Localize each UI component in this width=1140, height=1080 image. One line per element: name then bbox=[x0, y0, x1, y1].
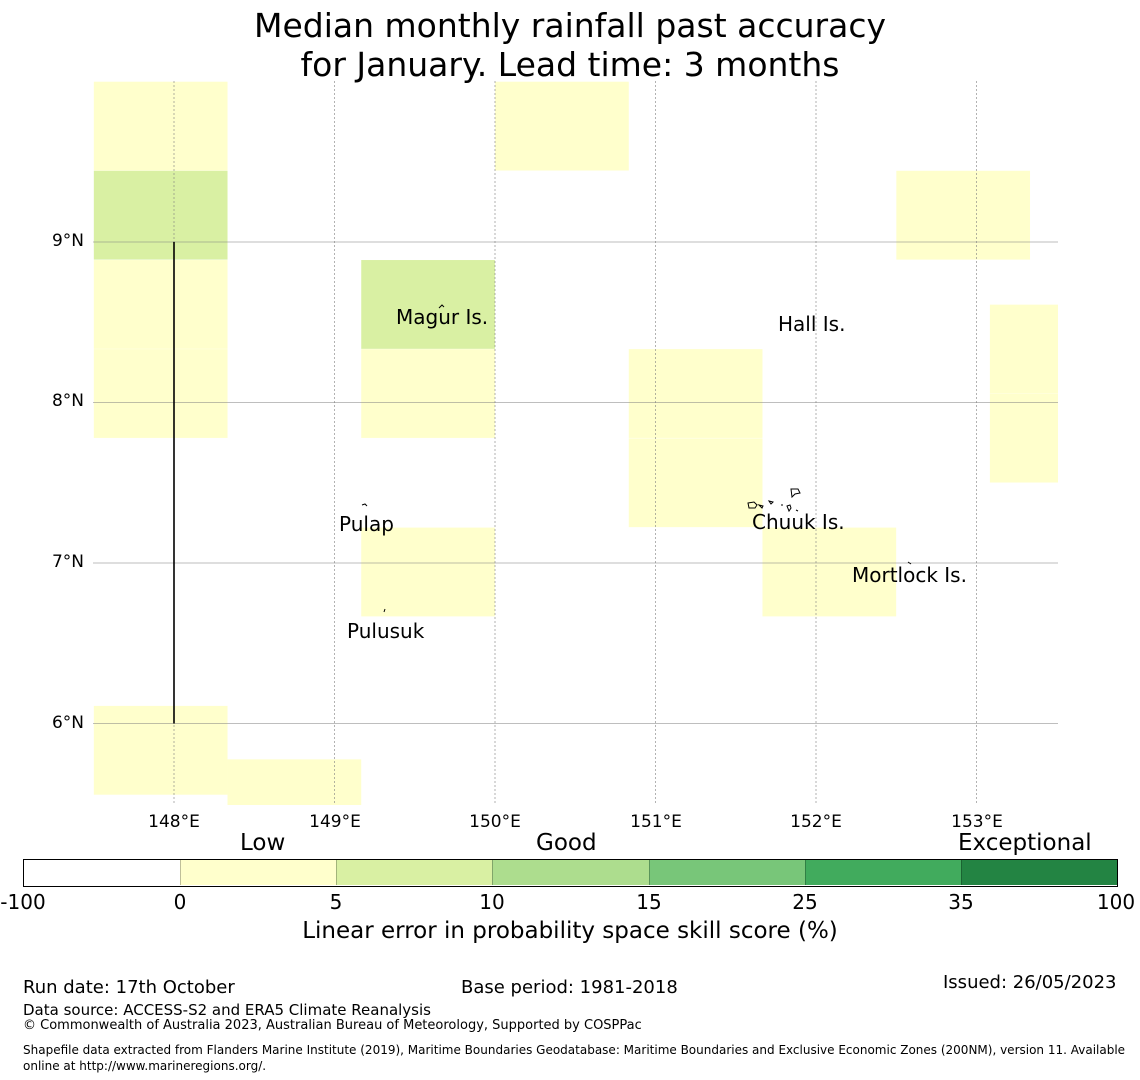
y-tick-label: 7°N bbox=[51, 552, 84, 572]
colorbar-segment bbox=[492, 859, 649, 885]
chuuk-island-a bbox=[747, 501, 758, 509]
chuuk-island-b bbox=[757, 504, 764, 509]
colorbar-segment bbox=[180, 859, 336, 885]
shapefile-credit: Shapefile data extracted from Flanders M… bbox=[23, 1043, 1126, 1073]
chuuk-island-d bbox=[786, 504, 792, 513]
x-tick-label: 153°E bbox=[951, 812, 1003, 832]
skill-cell bbox=[93, 170, 228, 260]
colorbar-tick-label: 35 bbox=[948, 890, 974, 914]
island-outlines bbox=[361, 304, 912, 613]
skill-cell bbox=[93, 260, 228, 349]
x-tick-label: 148°E bbox=[148, 812, 200, 832]
chart-title-line-1: Median monthly rainfall past accuracy bbox=[253, 6, 887, 45]
y-tick-label: 9°N bbox=[51, 231, 84, 251]
chuuk-island-f bbox=[795, 509, 799, 512]
x-tick-label: 149°E bbox=[309, 812, 361, 832]
pulap-island-outline bbox=[361, 503, 368, 507]
place-label-pulap: Pulap bbox=[339, 512, 394, 536]
place-label-mortlock: Mortlock Is. bbox=[852, 563, 967, 587]
skill-cell bbox=[896, 170, 1031, 260]
category-label-good: Good bbox=[536, 830, 597, 856]
place-label-magur: Magur Is. bbox=[396, 305, 489, 329]
y-tick-label: 6°N bbox=[51, 713, 84, 733]
copyright-notice: © Commonwealth of Australia 2023, Austra… bbox=[23, 1018, 642, 1033]
colorbar-segment bbox=[336, 859, 492, 885]
skill-cells bbox=[93, 81, 1058, 805]
colorbar-segment bbox=[649, 859, 805, 885]
x-tick-label: 152°E bbox=[790, 812, 842, 832]
colorbar-tick-label: 10 bbox=[479, 890, 505, 914]
skill-cell bbox=[989, 304, 1058, 394]
colorbar-tick-label: 0 bbox=[173, 890, 187, 914]
skill-score-map bbox=[93, 81, 1058, 805]
skill-cell bbox=[93, 349, 228, 438]
x-tick-label: 150°E bbox=[469, 812, 521, 832]
skill-cell bbox=[495, 81, 629, 171]
run-date: Run date: 17th October bbox=[23, 977, 235, 998]
skill-cell bbox=[361, 349, 495, 438]
colorbar-segment bbox=[23, 859, 180, 885]
pulusuk-island-outline bbox=[383, 608, 386, 613]
place-label-hall: Hall Is. bbox=[778, 312, 846, 336]
category-label-low: Low bbox=[240, 830, 286, 856]
x-tick-label: 151°E bbox=[630, 812, 682, 832]
data-source: Data source: ACCESS-S2 and ERA5 Climate … bbox=[23, 1001, 431, 1019]
colorbar-tick-label: 25 bbox=[792, 890, 818, 914]
colorbar-tick-label: 5 bbox=[329, 890, 343, 914]
mortlock-island-outline bbox=[907, 561, 912, 565]
issued-date: Issued: 26/05/2023 bbox=[943, 972, 1117, 993]
skill-cell bbox=[227, 759, 362, 805]
skill-cell bbox=[989, 393, 1058, 483]
magur-island-outline bbox=[438, 304, 445, 309]
place-label-chuuk: Chuuk Is. bbox=[752, 510, 845, 534]
place-label-pulusuk: Pulusuk bbox=[347, 619, 425, 643]
chuuk-lagoon-outline bbox=[790, 488, 801, 499]
chart-title-line-2: for January. Lead time: 3 months bbox=[300, 45, 840, 84]
skill-cell bbox=[361, 527, 495, 617]
category-label-exceptional: Exceptional bbox=[958, 830, 1092, 856]
skill-cell bbox=[93, 705, 228, 795]
skill-cell bbox=[361, 260, 495, 349]
chuuk-island-c bbox=[767, 500, 774, 505]
y-tick-label: 8°N bbox=[51, 391, 84, 411]
skill-cell bbox=[628, 349, 763, 438]
skill-cell bbox=[93, 81, 228, 171]
base-period: Base period: 1981-2018 bbox=[461, 977, 678, 998]
skill-cell bbox=[628, 438, 763, 528]
colorbar-tick-label: -100 bbox=[0, 890, 46, 914]
colorbar-segment bbox=[805, 859, 961, 885]
colorbar-tick-label: 15 bbox=[636, 890, 662, 914]
colorbar-title: Linear error in probability space skill … bbox=[302, 918, 838, 944]
skill-cell bbox=[762, 527, 897, 617]
colorbar-segment bbox=[961, 859, 1118, 885]
colorbar-tick-label: 100 bbox=[1096, 890, 1136, 914]
